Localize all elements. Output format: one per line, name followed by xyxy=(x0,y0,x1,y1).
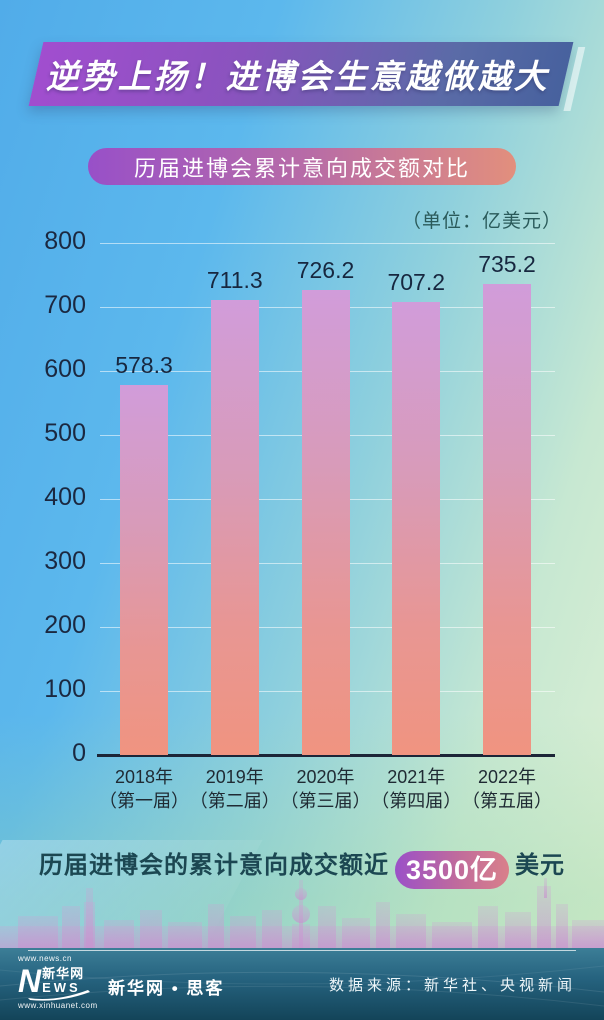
footer-divider-line xyxy=(28,950,576,951)
x-axis-label: 2018年 （第一届） xyxy=(99,767,189,811)
gridline xyxy=(100,243,555,244)
logo-swoosh-icon xyxy=(28,990,90,1001)
note-suffix: 美元 xyxy=(515,852,566,879)
x-axis-label: 2020年 （第三届） xyxy=(280,767,371,811)
bar-value-label: 726.2 xyxy=(296,257,355,284)
y-tick-label: 400 xyxy=(44,483,86,511)
brand-text: 新华网 • 思客 xyxy=(108,979,225,998)
bar-value-label: 707.2 xyxy=(387,269,446,296)
xinhuanet-logo: www.news.cn N 新华网 EWS www.xinhuanet.com xyxy=(18,954,128,1011)
y-tick-label: 200 xyxy=(44,611,86,639)
chart-subtitle-pill: 历届进博会累计意向成交额对比 xyxy=(88,148,516,185)
logo-url-bottom: www.xinhuanet.com xyxy=(18,1001,98,1010)
bar-value-label: 578.3 xyxy=(115,351,173,378)
bar xyxy=(120,384,168,755)
footer-bar: www.news.cn N 新华网 EWS www.xinhuanet.com … xyxy=(0,948,604,1020)
logo-cn-text: 新华网 xyxy=(42,966,85,981)
logo-url-top: www.news.cn xyxy=(18,954,72,963)
logo-n-letter: N xyxy=(18,963,41,999)
unit-label: （单位：亿美元） xyxy=(401,211,562,232)
bar-value-label: 735.2 xyxy=(478,251,536,278)
note-prefix: 历届进博会的累计意向成交额近 xyxy=(38,852,389,879)
y-tick-label: 100 xyxy=(44,675,86,703)
bar-value-label: 711.3 xyxy=(206,266,263,293)
bar xyxy=(301,290,350,755)
note-highlight-pill: 3500亿 xyxy=(394,851,510,889)
chart-subtitle: 历届进博会累计意向成交额对比 xyxy=(133,155,470,181)
logo-ews-text: EWS xyxy=(42,980,81,995)
bar xyxy=(210,299,259,755)
y-tick-label: 500 xyxy=(44,419,86,447)
x-axis-label: 2022年 （第五届） xyxy=(462,767,552,811)
bar xyxy=(483,284,531,755)
y-tick-label: 0 xyxy=(72,739,86,767)
bar xyxy=(392,302,441,755)
x-axis-label: 2019年 （第二届） xyxy=(189,767,280,811)
y-tick-label: 700 xyxy=(44,291,86,319)
x-axis-label: 2021年 （第四届） xyxy=(371,767,462,811)
x-axis-line xyxy=(97,754,555,757)
city-skyline xyxy=(0,878,604,950)
y-tick-label: 300 xyxy=(44,547,86,575)
y-tick-label: 600 xyxy=(44,355,86,383)
data-source-text: 数据来源：新华社、央视新闻 xyxy=(328,977,576,994)
y-tick-label: 800 xyxy=(44,227,86,255)
summary-note: 历届进博会的累计意向成交额近 3500亿 美元 xyxy=(0,845,604,889)
